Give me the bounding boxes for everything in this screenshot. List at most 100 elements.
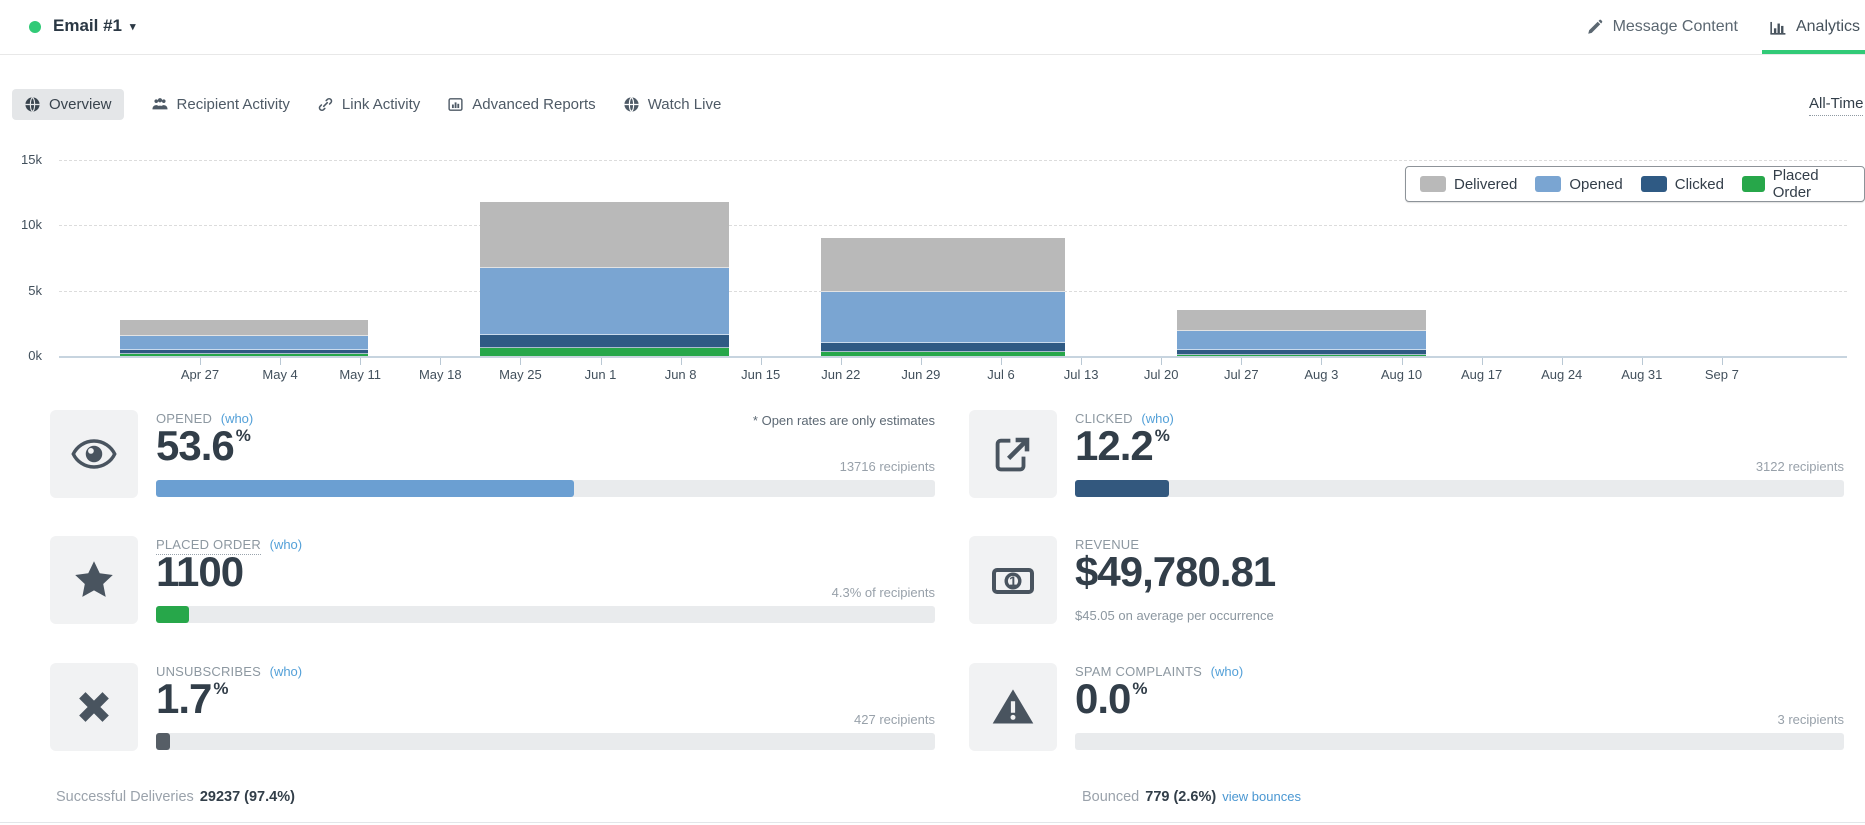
legend-label: Opened — [1569, 176, 1622, 193]
progress-track — [1075, 480, 1844, 497]
bar-segment-placed_order[interactable] — [480, 348, 728, 356]
who-link[interactable]: (who) — [270, 537, 303, 552]
x-axis-label: Jul 13 — [1041, 367, 1121, 382]
x-axis-label: Jun 1 — [561, 367, 641, 382]
chart-box-icon — [447, 96, 464, 113]
x-axis-label: Jun 15 — [721, 367, 801, 382]
bounced: Bounced 779 (2.6%) view bounces — [1082, 789, 1301, 805]
metric-subtext: $45.05 on average per occurrence — [1075, 608, 1274, 623]
x-axis-label: Aug 3 — [1281, 367, 1361, 382]
x-axis-tick — [1081, 358, 1082, 365]
view-bounces-link[interactable]: view bounces — [1222, 789, 1301, 804]
x-axis-tick — [360, 358, 361, 365]
metric-recipients: 13716 recipients — [840, 459, 935, 474]
progress-fill — [156, 733, 170, 750]
progress-track — [156, 606, 935, 623]
x-axis-tick — [601, 358, 602, 365]
x-axis-label: May 11 — [320, 367, 400, 382]
legend-item[interactable]: Opened — [1535, 176, 1622, 193]
metric-recipients: 3122 recipients — [1756, 459, 1844, 474]
legend-item[interactable]: Delivered — [1420, 176, 1517, 193]
x-axis-label: Sep 7 — [1682, 367, 1762, 382]
progress-fill — [1075, 480, 1169, 497]
bounced-value: 779 (2.6%) — [1145, 789, 1216, 805]
x-axis-label: Jul 27 — [1201, 367, 1281, 382]
people-icon — [151, 95, 169, 113]
subtab-advanced-reports[interactable]: Advanced Reports — [447, 96, 595, 113]
subtab-label: Advanced Reports — [472, 96, 595, 113]
bar-segment-placed_order[interactable] — [1177, 355, 1425, 356]
chart-legend: Delivered Opened Clicked Placed Order — [1405, 166, 1865, 202]
metric-value: 1.7% — [156, 678, 229, 720]
tab-analytics[interactable]: Analytics — [1766, 0, 1862, 54]
tab-label: Message Content — [1613, 18, 1738, 36]
x-axis-tick — [1482, 358, 1483, 365]
progress-track — [156, 733, 935, 750]
chevron-down-icon: ▾ — [130, 20, 136, 33]
x-axis-tick — [1722, 358, 1723, 365]
x-axis-label: May 18 — [400, 367, 480, 382]
subtab-watch-live[interactable]: Watch Live — [623, 96, 722, 113]
gridline — [59, 160, 1847, 161]
legend-swatch — [1535, 176, 1561, 192]
link-icon — [317, 96, 334, 113]
subtab-label: Overview — [49, 96, 112, 113]
x-axis-label: Apr 27 — [160, 367, 240, 382]
tab-message-content[interactable]: Message Content — [1584, 0, 1740, 54]
subtab-link-activity[interactable]: Link Activity — [317, 96, 420, 113]
card-opened: OPENED (who) 53.6% * Open rates are only… — [50, 410, 935, 498]
metric-note: * Open rates are only estimates — [750, 412, 935, 431]
subtab-recipient-activity[interactable]: Recipient Activity — [151, 95, 290, 113]
x-axis-tick — [1321, 358, 1322, 365]
subtab-label: Watch Live — [648, 96, 722, 113]
header-actions: Message Content Analytics — [1584, 0, 1862, 54]
y-axis-label: 10k — [4, 217, 42, 232]
active-tab-underline — [1762, 50, 1865, 54]
who-link[interactable]: (who) — [1211, 664, 1244, 679]
legend-swatch — [1420, 176, 1446, 192]
header: Email #1 ▾ Message Content Analytics — [0, 0, 1865, 55]
y-axis-label: 0k — [4, 348, 42, 363]
progress-track — [156, 480, 935, 497]
eye-icon — [50, 410, 138, 498]
banknote-icon: 1 — [969, 536, 1057, 624]
x-axis-label: Jul 20 — [1121, 367, 1201, 382]
legend-item[interactable]: Placed Order — [1742, 167, 1850, 201]
subtab-label: Recipient Activity — [177, 96, 290, 113]
x-axis-tick — [200, 358, 201, 365]
x-axis-tick — [1001, 358, 1002, 365]
x-axis-tick — [440, 358, 441, 365]
warning-triangle-icon — [969, 663, 1057, 751]
legend-swatch — [1742, 176, 1765, 192]
subtab-overview[interactable]: Overview — [12, 89, 124, 120]
bounced-label: Bounced — [1082, 789, 1139, 805]
legend-swatch — [1641, 176, 1667, 192]
legend-label: Placed Order — [1773, 167, 1850, 201]
x-axis-label: Jul 6 — [961, 367, 1041, 382]
bar-chart-icon — [1768, 18, 1787, 37]
who-link[interactable]: (who) — [270, 664, 303, 679]
bar-segment-placed_order[interactable] — [120, 354, 368, 356]
x-axis-tick — [1241, 358, 1242, 365]
x-axis-label: Aug 10 — [1362, 367, 1442, 382]
card-unsubscribes: UNSUBSCRIBES (who) 1.7% 427 recipients — [50, 663, 935, 751]
x-axis-tick — [1562, 358, 1563, 365]
progress-fill — [156, 606, 189, 623]
x-axis-tick — [761, 358, 762, 365]
x-axis-line — [59, 356, 1847, 358]
legend-label: Delivered — [1454, 176, 1517, 193]
bar-segment-placed_order[interactable] — [821, 352, 1065, 356]
subtab-label: Link Activity — [342, 96, 420, 113]
metric-recipients: 427 recipients — [854, 712, 935, 727]
y-axis-label: 5k — [4, 283, 42, 298]
time-range-selector[interactable]: All-Time — [1809, 95, 1863, 116]
legend-item[interactable]: Clicked — [1641, 176, 1724, 193]
campaign-title-dropdown[interactable]: Email #1 ▾ — [53, 16, 136, 36]
metric-value: $49,780.81 — [1075, 551, 1275, 593]
x-icon — [50, 663, 138, 751]
successful-deliveries: Successful Deliveries29237 (97.4%) — [56, 789, 295, 805]
pencil-icon — [1586, 18, 1604, 36]
x-axis-tick — [520, 358, 521, 365]
metric-value: 0.0% — [1075, 678, 1148, 720]
page-title: Email #1 — [53, 16, 122, 36]
